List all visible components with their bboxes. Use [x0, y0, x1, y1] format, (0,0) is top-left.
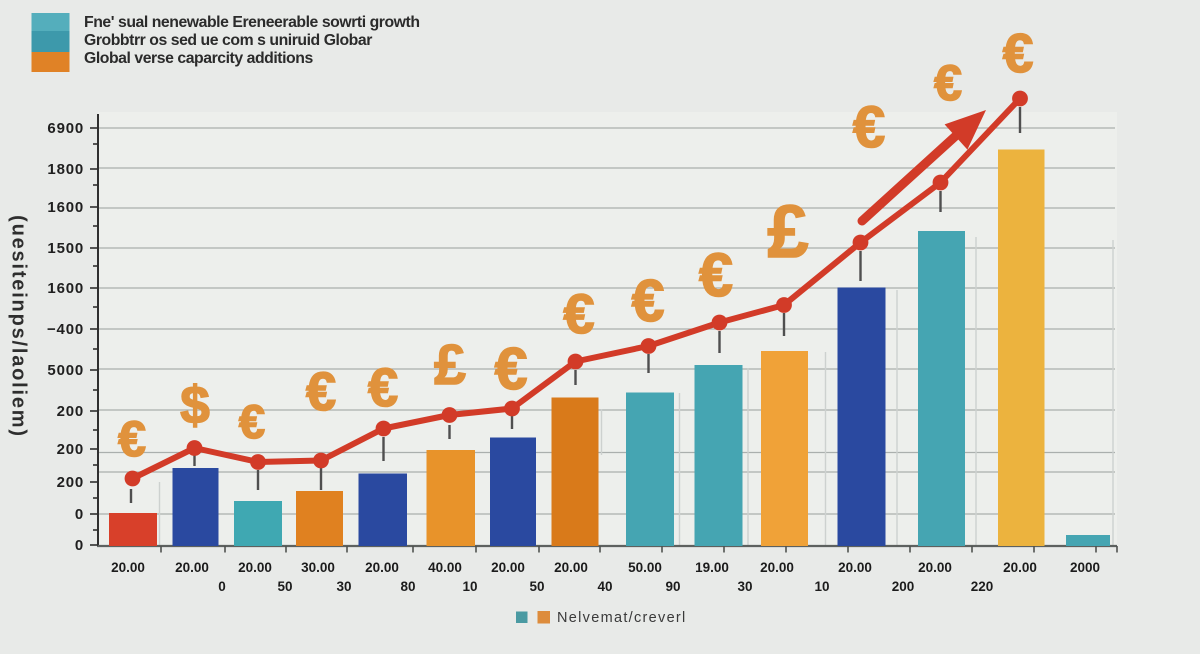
svg-text:£: £ — [434, 333, 466, 397]
svg-text:20.00: 20.00 — [238, 560, 272, 575]
svg-text:€: € — [239, 395, 265, 448]
svg-text:1600: 1600 — [47, 199, 84, 216]
svg-text:200: 200 — [57, 441, 84, 458]
svg-text:€: € — [368, 358, 398, 418]
svg-text:40.00: 40.00 — [428, 560, 462, 575]
svg-text:30.00: 30.00 — [301, 560, 335, 575]
svg-text:5000: 5000 — [47, 362, 84, 379]
svg-text:20.00: 20.00 — [111, 560, 145, 575]
svg-text:0: 0 — [75, 506, 84, 523]
svg-text:€: € — [563, 282, 594, 345]
svg-text:80: 80 — [400, 579, 415, 594]
svg-text:€: € — [306, 362, 336, 422]
svg-text:€: € — [118, 411, 146, 467]
svg-text:200: 200 — [892, 579, 915, 594]
svg-text:0: 0 — [218, 579, 226, 594]
svg-text:€: € — [1003, 22, 1034, 84]
svg-text:Nelvemat/creverl: Nelvemat/creverl — [557, 610, 687, 626]
svg-text:50.00: 50.00 — [628, 560, 662, 575]
svg-text:€: € — [495, 336, 528, 402]
svg-text:€: € — [934, 55, 962, 111]
svg-text:220: 220 — [971, 579, 994, 594]
svg-text:30: 30 — [336, 579, 351, 594]
svg-text:20.00: 20.00 — [1003, 560, 1037, 575]
svg-text:6900: 6900 — [47, 120, 84, 137]
svg-text:€: € — [632, 268, 665, 334]
svg-text:2000: 2000 — [1070, 560, 1100, 575]
svg-text:20.00: 20.00 — [918, 560, 952, 575]
svg-text:0: 0 — [75, 537, 84, 554]
svg-text:40: 40 — [597, 579, 612, 594]
svg-text:10: 10 — [814, 579, 829, 594]
svg-text:90: 90 — [665, 579, 680, 594]
svg-text:20.00: 20.00 — [838, 560, 872, 575]
svg-text:200: 200 — [57, 474, 84, 491]
svg-text:20.00: 20.00 — [175, 560, 209, 575]
svg-text:€: € — [699, 241, 733, 309]
svg-text:1600: 1600 — [47, 280, 84, 297]
svg-text:19.00: 19.00 — [695, 560, 729, 575]
svg-text:20.00: 20.00 — [491, 560, 525, 575]
svg-text:10: 10 — [462, 579, 477, 594]
svg-text:€: € — [853, 95, 885, 160]
svg-text:1800: 1800 — [47, 161, 84, 178]
svg-text:50: 50 — [529, 579, 544, 594]
svg-text:−400: −400 — [47, 321, 84, 338]
svg-text:30: 30 — [737, 579, 752, 594]
svg-text:20.00: 20.00 — [760, 560, 794, 575]
svg-text:$: $ — [180, 376, 209, 435]
svg-text:50: 50 — [277, 579, 292, 594]
svg-text:£: £ — [767, 190, 808, 273]
svg-text:200: 200 — [57, 403, 84, 420]
svg-text:1500: 1500 — [47, 240, 84, 257]
svg-text:20.00: 20.00 — [365, 560, 399, 575]
svg-text:20.00: 20.00 — [554, 560, 588, 575]
